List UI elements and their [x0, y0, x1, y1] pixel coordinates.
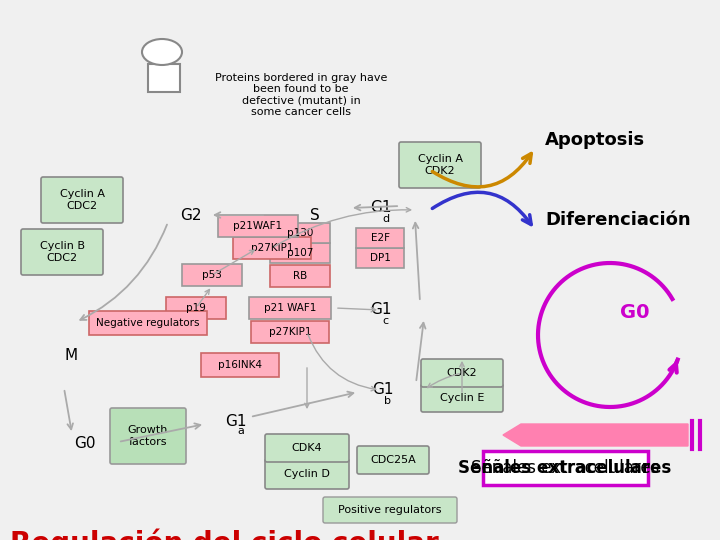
Text: Cyclin B
CDC2: Cyclin B CDC2 — [40, 241, 84, 263]
Text: G1: G1 — [225, 414, 246, 429]
Text: Growth
factors: Growth factors — [128, 425, 168, 447]
FancyBboxPatch shape — [270, 223, 330, 243]
Text: Cyclin D: Cyclin D — [284, 469, 330, 479]
Text: p27KIP1: p27KIP1 — [269, 327, 311, 337]
FancyBboxPatch shape — [251, 321, 329, 343]
Text: p21 WAF1: p21 WAF1 — [264, 303, 316, 313]
Text: G1: G1 — [370, 200, 392, 215]
Text: p27KIP1: p27KIP1 — [251, 243, 293, 253]
FancyBboxPatch shape — [270, 243, 330, 263]
Text: p21WAF1: p21WAF1 — [233, 221, 282, 231]
Text: p16INK4: p16INK4 — [218, 360, 262, 370]
FancyBboxPatch shape — [482, 451, 647, 485]
Text: G1: G1 — [370, 302, 392, 318]
Text: Señales extracelulares: Señales extracelulares — [471, 459, 660, 477]
Text: Cyclin A
CDK2: Cyclin A CDK2 — [418, 154, 462, 176]
FancyBboxPatch shape — [265, 434, 349, 462]
FancyBboxPatch shape — [421, 359, 503, 387]
Text: G2: G2 — [180, 207, 202, 222]
Text: M: M — [64, 348, 77, 363]
Text: Señales extracelulares: Señales extracelulares — [459, 459, 672, 477]
FancyBboxPatch shape — [166, 297, 226, 319]
FancyBboxPatch shape — [249, 297, 331, 319]
Text: p19: p19 — [186, 303, 206, 313]
Text: Negative regulators: Negative regulators — [96, 318, 199, 328]
FancyBboxPatch shape — [110, 408, 186, 464]
Text: Proteins bordered in gray have
been found to be
defective (mutant) in
some cance: Proteins bordered in gray have been foun… — [215, 72, 387, 117]
FancyBboxPatch shape — [233, 237, 311, 259]
Text: p107: p107 — [287, 248, 313, 258]
Text: E2F: E2F — [371, 233, 390, 243]
Text: Cyclin A
CDC2: Cyclin A CDC2 — [60, 189, 104, 211]
Text: CDK2: CDK2 — [446, 368, 477, 378]
Ellipse shape — [142, 39, 182, 65]
FancyBboxPatch shape — [399, 142, 481, 188]
FancyBboxPatch shape — [265, 459, 349, 489]
FancyArrow shape — [503, 424, 688, 446]
Text: Positive regulators: Positive regulators — [338, 505, 442, 515]
Text: p53: p53 — [202, 270, 222, 280]
Text: Diferenciación: Diferenciación — [545, 211, 690, 229]
FancyBboxPatch shape — [218, 215, 298, 237]
FancyBboxPatch shape — [89, 311, 207, 335]
FancyBboxPatch shape — [270, 265, 330, 287]
Text: DP1: DP1 — [369, 253, 390, 263]
FancyBboxPatch shape — [421, 384, 503, 412]
Text: b: b — [384, 395, 391, 406]
FancyBboxPatch shape — [21, 229, 103, 275]
Text: RB: RB — [293, 271, 307, 281]
Text: p130: p130 — [287, 228, 313, 238]
FancyBboxPatch shape — [201, 353, 279, 377]
FancyBboxPatch shape — [323, 497, 457, 523]
FancyBboxPatch shape — [41, 177, 123, 223]
Text: Apoptosis: Apoptosis — [545, 131, 645, 149]
Text: Cyclin E: Cyclin E — [440, 393, 484, 403]
FancyBboxPatch shape — [356, 248, 404, 268]
Text: G0: G0 — [620, 302, 649, 321]
Text: CDK4: CDK4 — [292, 443, 323, 453]
FancyBboxPatch shape — [182, 264, 242, 286]
Text: CDC25A: CDC25A — [370, 455, 416, 465]
Text: a: a — [237, 427, 244, 436]
Text: c: c — [382, 315, 388, 326]
FancyBboxPatch shape — [356, 228, 404, 248]
FancyBboxPatch shape — [148, 64, 180, 92]
FancyBboxPatch shape — [357, 446, 429, 474]
Text: S: S — [310, 207, 320, 222]
Text: G1: G1 — [372, 382, 394, 397]
Text: d: d — [382, 213, 390, 224]
Text: G0: G0 — [74, 436, 96, 451]
Text: Regulación del ciclo celular: Regulación del ciclo celular — [10, 528, 438, 540]
